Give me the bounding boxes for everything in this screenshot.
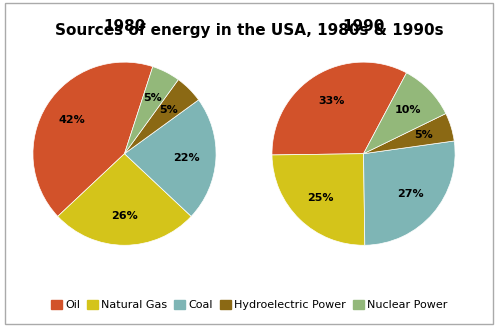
Wedge shape [272,154,365,245]
Text: 27%: 27% [397,189,424,199]
Text: 42%: 42% [59,115,85,125]
Wedge shape [124,79,199,154]
Text: Sources of energy in the USA, 1980s & 1990s: Sources of energy in the USA, 1980s & 19… [55,23,443,38]
Text: 10%: 10% [395,105,422,115]
Text: 5%: 5% [159,105,178,115]
Title: 1990: 1990 [342,19,385,34]
Wedge shape [124,100,216,216]
Text: 22%: 22% [173,153,200,163]
Wedge shape [33,62,153,216]
Wedge shape [364,113,454,154]
Wedge shape [58,154,191,245]
Wedge shape [364,73,446,154]
Text: 33%: 33% [318,95,344,106]
Wedge shape [364,141,455,245]
Text: 26%: 26% [111,211,138,221]
Wedge shape [124,67,178,154]
Text: 25%: 25% [307,193,333,203]
Wedge shape [272,62,406,155]
Text: 5%: 5% [143,93,162,103]
Title: 1980: 1980 [103,19,146,34]
Text: 5%: 5% [414,130,432,141]
Legend: Oil, Natural Gas, Coal, Hydroelectric Power, Nuclear Power: Oil, Natural Gas, Coal, Hydroelectric Po… [46,296,452,315]
